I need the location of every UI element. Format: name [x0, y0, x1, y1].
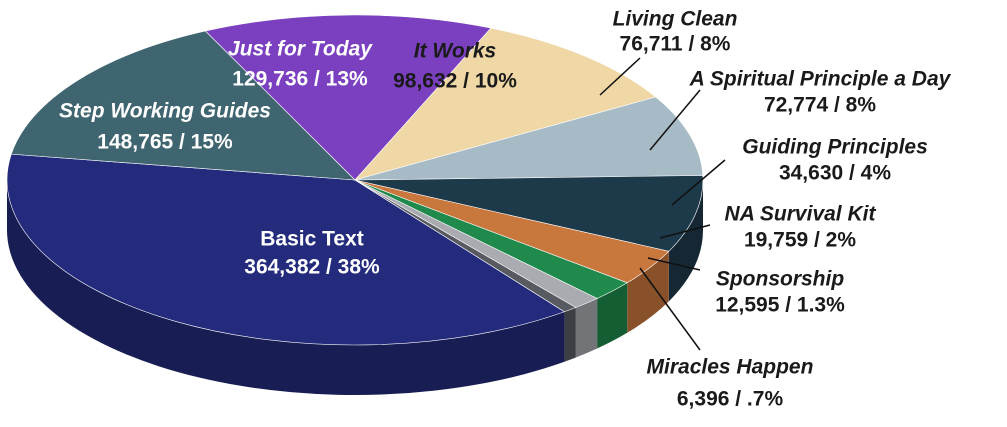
slice-name: Sponsorship	[716, 268, 845, 291]
slice	[204, 14, 492, 181]
slice	[354, 27, 657, 181]
leader-line	[599, 57, 641, 96]
slice-side	[668, 180, 703, 302]
slice-side	[7, 180, 565, 396]
slice-side	[597, 282, 628, 349]
slice-name: Step Working Guides	[59, 100, 271, 123]
value-label: 364,382 / 38%	[244, 256, 380, 279]
slice-name: NA Survival Kit	[725, 203, 877, 226]
slice-name: Guiding Principles	[742, 136, 928, 159]
slice-name: It Works	[414, 40, 496, 63]
value-label: 98,632 / 10%	[393, 70, 517, 93]
leader-line	[649, 89, 701, 151]
slice	[10, 30, 356, 181]
slice	[6, 153, 566, 346]
value-label: 76,711 / 8%	[620, 33, 731, 56]
leader-line	[639, 267, 701, 351]
value-label: 148,765 / 15%	[97, 131, 233, 154]
value-label: 12,595 / 1.3%	[715, 294, 845, 317]
value-label: 34,630 / 4%	[779, 162, 891, 185]
value-label: 129,736 / 13%	[232, 68, 368, 91]
slice-side	[564, 307, 576, 362]
slice	[354, 96, 704, 181]
slice-side	[575, 298, 598, 358]
value-label: 6,396 / .7%	[677, 388, 784, 411]
leader-line	[647, 257, 701, 271]
slice-side	[627, 251, 669, 333]
slice-name: Just for Today	[228, 38, 373, 61]
leader-line	[671, 159, 726, 206]
value-label: 19,759 / 2%	[744, 229, 856, 252]
slice	[354, 179, 577, 313]
slice-name: A Spiritual Principle a Day	[689, 68, 952, 91]
leader-line	[659, 224, 711, 239]
slice-name: Miracles Happen	[647, 356, 814, 379]
slice-name: Basic Text	[260, 228, 364, 251]
slice-name: Living Clean	[613, 8, 738, 31]
value-label: 72,774 / 8%	[764, 94, 876, 117]
